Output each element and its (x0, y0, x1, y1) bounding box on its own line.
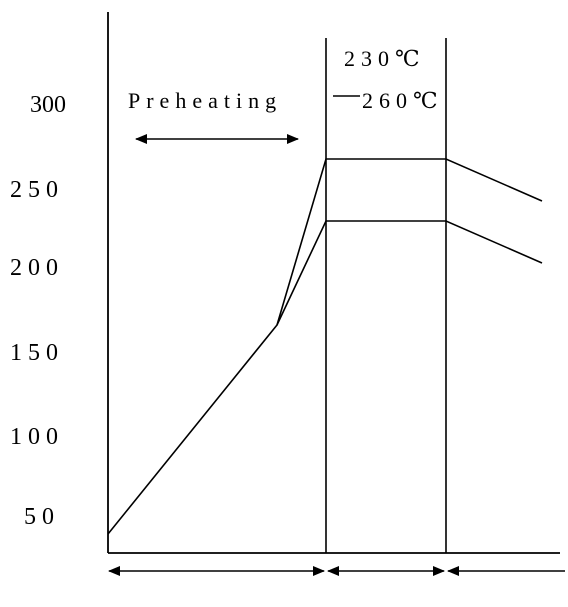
temp-label-260: 260℃ (362, 88, 444, 113)
preheating-label: Preheating (128, 88, 282, 113)
y-tick-label: 250 (10, 177, 64, 203)
temp-label-230: 230℃ (344, 46, 426, 71)
profile-curve-260 (107, 158, 543, 535)
y-tick-label: 100 (10, 424, 64, 450)
y-tick-label: 150 (10, 340, 64, 366)
y-tick-label: 300 (30, 92, 66, 118)
y-tick-label: 50 (24, 504, 60, 530)
profile-curve-230 (276, 220, 543, 326)
y-tick-label: 200 (10, 255, 64, 281)
